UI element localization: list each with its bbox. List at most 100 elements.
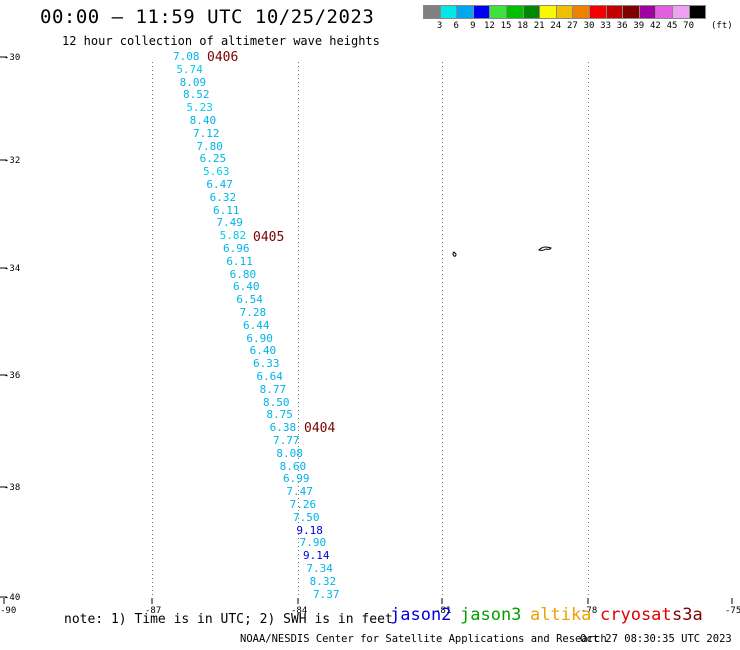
wave-height-value: 8.75 (266, 408, 293, 422)
meridian-dot (588, 350, 589, 351)
island-large (538, 246, 552, 251)
meridian-dot (442, 438, 443, 439)
meridian-dot (588, 150, 589, 151)
color-scale-label: 36 (616, 21, 628, 31)
meridian-dot (588, 306, 589, 307)
meridian-dot (152, 366, 153, 367)
meridian-dot (298, 354, 299, 355)
meridian-dot (152, 362, 153, 363)
meridian-dot (152, 542, 153, 543)
meridian-dot (152, 358, 153, 359)
meridian-dot (152, 566, 153, 567)
meridian-dot (442, 386, 443, 387)
meridian-dot (588, 246, 589, 247)
meridian-dot (152, 94, 153, 95)
wave-height-value: 6.32 (209, 190, 237, 204)
meridian-dot (152, 186, 153, 187)
meridian-dot (588, 118, 589, 119)
lat-label: -30 (4, 53, 20, 63)
meridian-dot (298, 358, 299, 359)
lat-label: -32 (4, 156, 20, 166)
meridian-dot (152, 498, 153, 499)
meridian-dot (152, 258, 153, 259)
meridian-dot (588, 402, 589, 403)
meridian-dot (298, 322, 299, 323)
wave-height-value: 6.40 (249, 344, 277, 358)
meridian-dot (442, 170, 443, 171)
meridian-dot (588, 190, 589, 191)
meridian-dot (298, 226, 299, 227)
meridian-dot (588, 198, 589, 199)
meridian-dot (298, 366, 299, 367)
wave-height-value: 7.80 (196, 139, 223, 153)
meridian-dot (442, 302, 443, 303)
meridian-dot (152, 158, 153, 159)
meridian-dot (442, 138, 443, 139)
meridian-dot (588, 566, 589, 567)
wave-height-value: 6.40 (233, 280, 260, 294)
meridian-dot (152, 178, 153, 179)
meridian-dot (588, 442, 589, 443)
meridian-dot (442, 542, 443, 543)
meridian-dot (588, 154, 589, 155)
meridian-dot (152, 374, 153, 375)
meridian-dot (152, 194, 153, 195)
meridian-dot (442, 466, 443, 467)
meridian-dot (588, 206, 589, 207)
meridian-dot (298, 554, 299, 555)
meridian-dot (442, 214, 443, 215)
meridian-dot (298, 402, 299, 403)
meridian-dot (152, 222, 153, 223)
meridian-dot (588, 114, 589, 115)
meridian-dot (152, 558, 153, 559)
meridian-dot (298, 194, 299, 195)
meridian-dot (298, 166, 299, 167)
meridian-dot (152, 586, 153, 587)
wave-height-value: 5.23 (186, 101, 213, 115)
color-scale-label: 12 (483, 21, 495, 31)
meridian-dot (152, 478, 153, 479)
meridian-dot (152, 538, 153, 539)
meridian-dot (152, 594, 153, 595)
meridian-dot (152, 246, 153, 247)
meridian-dot (442, 330, 443, 331)
meridian-dot (298, 126, 299, 127)
meridian-dot (152, 346, 153, 347)
meridian-dot (298, 118, 299, 119)
wave-height-value: 8.50 (263, 395, 290, 409)
meridian-dot (298, 246, 299, 247)
color-scale-label: 30 (583, 21, 595, 31)
meridian-dot (442, 458, 443, 459)
meridian-dot (442, 206, 443, 207)
lon-label: -87 (145, 606, 161, 616)
meridian-dot (442, 538, 443, 539)
meridian-dot (588, 522, 589, 523)
meridian-dot (298, 422, 299, 423)
meridian-dot (152, 218, 153, 219)
meridian-dot (152, 306, 153, 307)
meridian-dot (588, 370, 589, 371)
wave-height-value: 6.47 (206, 178, 233, 191)
meridian-dot (298, 150, 299, 151)
meridian-dot (588, 218, 589, 219)
meridian-dot (152, 66, 153, 67)
meridian-dot (298, 286, 299, 287)
meridian-dot (152, 342, 153, 343)
meridian-dot (298, 434, 299, 435)
wave-height-value: 8.40 (189, 114, 217, 127)
meridian-dot (152, 74, 153, 75)
meridian-dot (588, 446, 589, 447)
meridian-dot (298, 426, 299, 427)
wave-height-value: 7.49 (216, 216, 243, 230)
meridian-dot (152, 102, 153, 103)
wave-height-value: 7.47 (286, 485, 313, 499)
meridian-dot (442, 86, 443, 87)
meridian-dot (442, 298, 443, 299)
meridian-dot (298, 298, 299, 299)
meridian-dot (298, 206, 299, 207)
meridian-dot (588, 222, 589, 223)
color-scale-label: 21 (533, 21, 545, 31)
meridian-dot (298, 318, 299, 319)
lon-label: -84 (291, 606, 307, 616)
meridian-dot (442, 102, 443, 103)
